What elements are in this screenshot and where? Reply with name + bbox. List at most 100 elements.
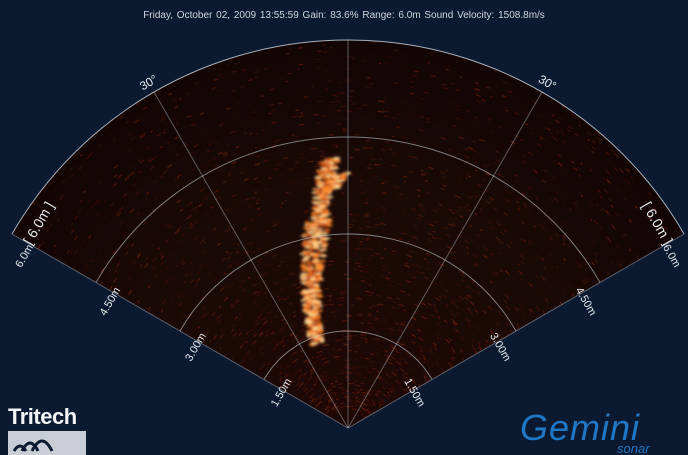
speckle-mark <box>315 238 321 240</box>
speckle-mark <box>326 246 333 248</box>
speckle-mark <box>418 344 423 349</box>
speckle-mark <box>143 221 147 225</box>
speckle-mark <box>109 285 113 291</box>
speckle-mark <box>364 271 370 273</box>
speckle-mark <box>160 145 164 149</box>
speckle-mark <box>103 199 107 203</box>
speckle-mark <box>268 176 272 179</box>
speckle-mark <box>276 221 282 224</box>
speckle-mark <box>343 402 349 405</box>
speckle-mark <box>391 207 395 209</box>
speckle-mark <box>375 338 381 341</box>
speckle-mark <box>134 229 139 234</box>
speckle-mark <box>319 374 322 377</box>
speckle-mark <box>410 263 416 267</box>
speckle-mark <box>353 339 356 342</box>
speckle-mark <box>461 273 466 278</box>
speckle-mark <box>313 165 319 168</box>
speckle-mark <box>204 162 211 167</box>
speckle-mark <box>79 199 83 204</box>
speckle-mark <box>149 243 155 249</box>
speckle-mark <box>389 348 394 352</box>
speckle-mark <box>439 264 444 268</box>
speckle-mark <box>397 388 400 392</box>
speckle-mark <box>260 128 266 132</box>
speckle-mark <box>252 332 255 336</box>
speckle-mark <box>463 279 469 284</box>
speckle-mark <box>46 226 49 230</box>
echo-mark <box>299 264 306 268</box>
speckle-mark <box>395 379 400 384</box>
speckle-mark <box>357 341 363 344</box>
speckle-mark <box>42 224 46 229</box>
speckle-mark <box>323 331 327 334</box>
speckle-mark <box>391 371 398 377</box>
speckle-mark <box>83 268 88 275</box>
speckle-mark <box>410 324 414 327</box>
speckle-mark <box>244 132 247 135</box>
speckle-mark <box>420 205 424 207</box>
speckle-mark <box>534 307 538 311</box>
speckle-mark <box>386 373 389 376</box>
speckle-mark <box>249 202 253 205</box>
speckle-mark <box>448 223 455 227</box>
speckle-mark <box>327 232 332 235</box>
speckle-mark <box>504 81 510 85</box>
speckle-mark <box>430 74 437 78</box>
speckle-mark <box>367 388 373 392</box>
speckle-mark <box>459 295 464 301</box>
speckle-mark <box>605 209 610 215</box>
speckle-mark <box>417 195 420 198</box>
echo-mark <box>317 265 324 269</box>
speckle-mark <box>426 238 433 242</box>
speckle-mark <box>549 237 553 241</box>
speckle-mark <box>399 196 404 199</box>
speckle-mark <box>606 170 611 175</box>
speckle-mark <box>160 94 167 99</box>
speckle-mark <box>395 360 401 365</box>
speckle-mark <box>437 267 443 271</box>
speckle-mark <box>160 255 165 260</box>
speckle-mark <box>349 297 353 299</box>
speckle-mark <box>536 150 540 153</box>
speckle-mark <box>505 316 508 320</box>
speckle-mark <box>317 354 321 357</box>
speckle-mark <box>368 400 372 404</box>
speckle-mark <box>407 388 412 393</box>
speckle-mark <box>217 151 223 155</box>
speckle-mark <box>249 153 255 156</box>
speckle-mark <box>282 344 286 348</box>
speckle-mark <box>328 387 332 390</box>
speckle-mark <box>408 355 412 358</box>
speckle-mark <box>391 362 395 365</box>
speckle-mark <box>346 315 352 317</box>
speckle-mark <box>471 344 476 351</box>
speckle-mark <box>348 305 354 307</box>
echo-mark <box>312 323 317 327</box>
speckle-mark <box>160 260 165 266</box>
speckle-mark <box>258 52 262 55</box>
speckle-mark <box>647 190 652 196</box>
speckle-mark <box>366 167 372 169</box>
speckle-mark <box>357 397 360 400</box>
speckle-mark <box>237 328 241 332</box>
speckle-mark <box>412 160 416 162</box>
speckle-mark <box>280 335 286 341</box>
speckle-mark <box>339 293 346 295</box>
speckle-mark <box>331 144 338 146</box>
speckle-mark <box>215 195 222 200</box>
speckle-mark <box>409 234 414 238</box>
echo-mark <box>306 316 313 320</box>
speckle-mark <box>444 233 451 238</box>
speckle-mark <box>263 67 269 70</box>
speckle-mark <box>354 236 361 239</box>
speckle-mark <box>275 271 280 274</box>
speckle-mark <box>264 263 267 266</box>
speckle-mark <box>477 345 483 351</box>
speckle-mark <box>307 375 313 381</box>
speckle-mark <box>347 347 353 349</box>
speckle-mark <box>567 125 573 130</box>
speckle-mark <box>164 223 169 228</box>
speckle-mark <box>496 159 501 163</box>
speckle-mark <box>186 115 190 118</box>
